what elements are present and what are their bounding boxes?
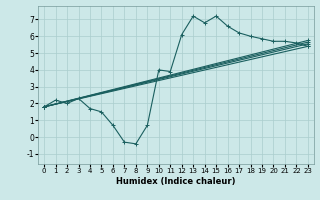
X-axis label: Humidex (Indice chaleur): Humidex (Indice chaleur): [116, 177, 236, 186]
